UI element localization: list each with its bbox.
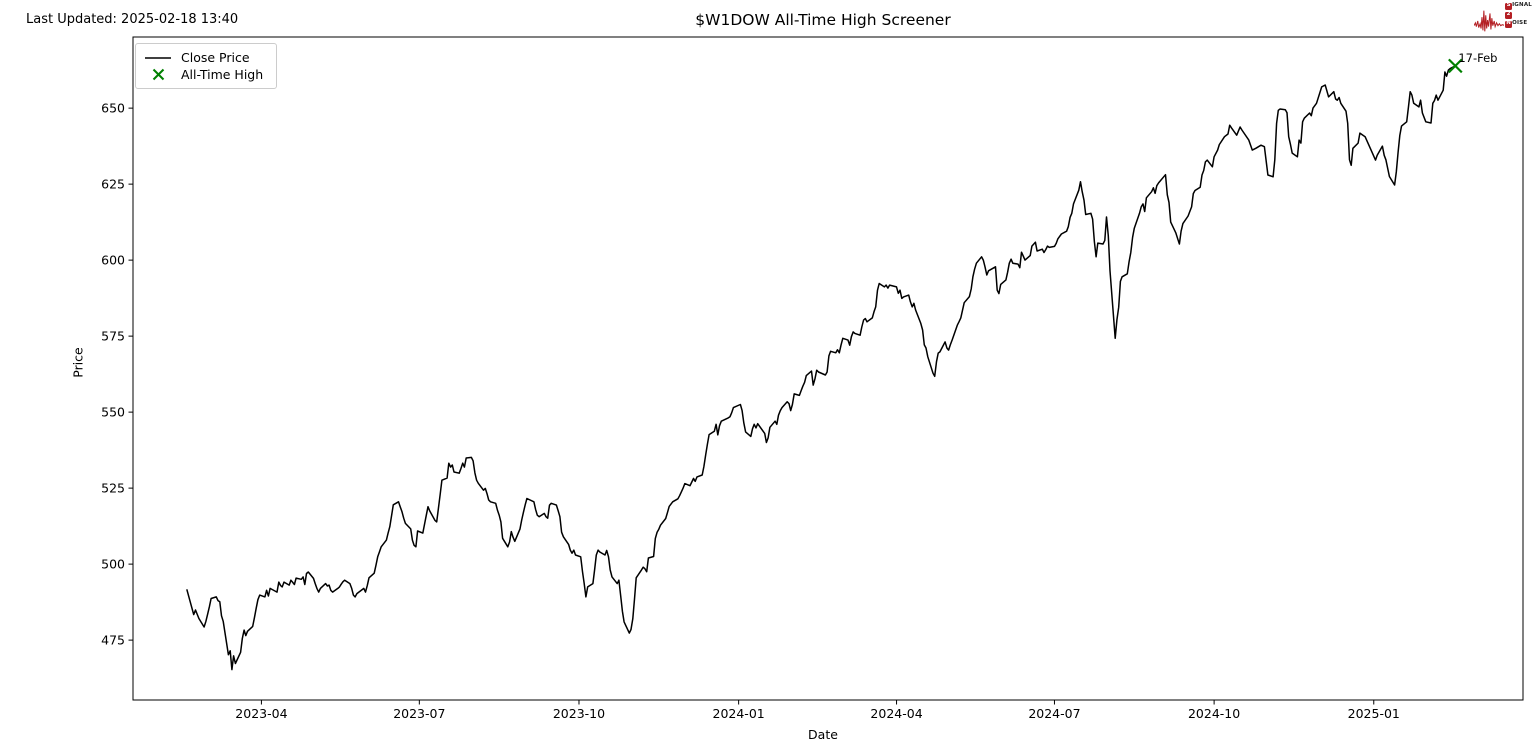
signal2noise-logo: S IGNAL 2 N OISE bbox=[1474, 2, 1532, 32]
legend-item-close-price: Close Price bbox=[142, 49, 268, 66]
y-tick-label: 475 bbox=[101, 632, 125, 647]
line-swatch-icon bbox=[142, 56, 174, 60]
x-marker-icon bbox=[142, 68, 174, 81]
y-tick-label: 575 bbox=[101, 328, 125, 343]
plot-border bbox=[132, 36, 1524, 701]
legend: Close Price All-Time High bbox=[135, 43, 277, 89]
y-tick-label: 550 bbox=[101, 404, 125, 419]
all-time-high-marker bbox=[1448, 58, 1463, 74]
x-tick-label: 2025-01 bbox=[1348, 706, 1400, 721]
ath-annotation: 17-Feb bbox=[1458, 50, 1498, 65]
x-tick-label: 2023-04 bbox=[235, 706, 287, 721]
logo-n-badge: N bbox=[1505, 20, 1513, 28]
x-tick-label: 2024-07 bbox=[1028, 706, 1080, 721]
page-title: $W1DOW All-Time High Screener bbox=[695, 11, 951, 29]
y-axis-label: Price bbox=[70, 347, 86, 378]
x-tick-label: 2023-10 bbox=[553, 706, 605, 721]
logo-text: S IGNAL 2 N OISE bbox=[1505, 2, 1532, 28]
y-tick-label: 625 bbox=[101, 176, 125, 191]
x-tick-label: 2024-04 bbox=[870, 706, 922, 721]
last-updated-text: Last Updated: 2025-02-18 13:40 bbox=[26, 12, 239, 27]
legend-label-close: Close Price bbox=[181, 50, 250, 65]
x-tick-label: 2024-01 bbox=[713, 706, 765, 721]
seismograph-waveform-icon bbox=[1474, 10, 1505, 32]
x-axis-label: Date bbox=[808, 727, 838, 742]
close-price-line bbox=[186, 65, 1456, 671]
logo-s-badge: S bbox=[1505, 2, 1513, 10]
y-tick-label: 600 bbox=[101, 252, 125, 267]
x-tick-label: 2024-10 bbox=[1188, 706, 1240, 721]
x-tick-label: 2023-07 bbox=[393, 706, 445, 721]
legend-label-ath: All-Time High bbox=[181, 67, 264, 82]
legend-item-all-time-high: All-Time High bbox=[142, 66, 268, 83]
y-tick-label: 500 bbox=[101, 556, 125, 571]
y-tick-label: 650 bbox=[101, 100, 125, 115]
logo-2-badge: 2 bbox=[1505, 11, 1513, 19]
y-tick-label: 525 bbox=[101, 480, 125, 495]
